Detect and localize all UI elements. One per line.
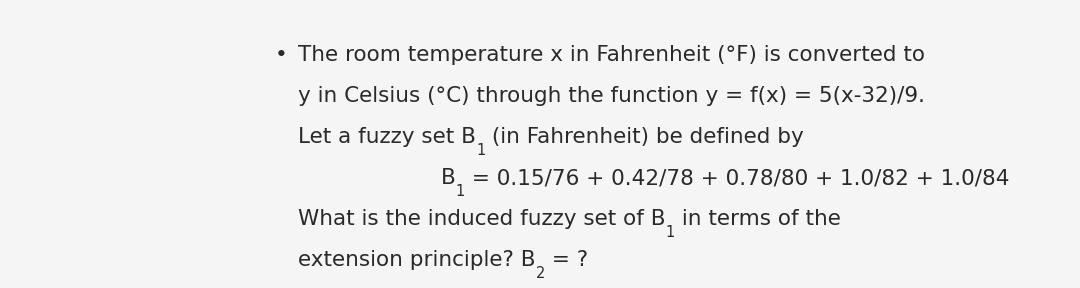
Text: (in Fahrenheit) be defined by: (in Fahrenheit) be defined by [485,127,805,147]
Text: = ?: = ? [545,250,589,270]
Text: The room temperature x in Fahrenheit (°F) is converted to: The room temperature x in Fahrenheit (°F… [298,45,926,65]
Text: in terms of the: in terms of the [675,209,841,229]
Text: Let a fuzzy set B: Let a fuzzy set B [298,127,476,147]
Text: B: B [441,168,456,188]
Text: What is the induced fuzzy set of B: What is the induced fuzzy set of B [298,209,665,229]
Text: 1: 1 [456,184,464,200]
Text: •: • [275,45,288,65]
Text: extension principle? B: extension principle? B [298,250,536,270]
Text: = 0.15/76 + 0.42/78 + 0.78/80 + 1.0/82 + 1.0/84: = 0.15/76 + 0.42/78 + 0.78/80 + 1.0/82 +… [464,168,1009,188]
Text: 1: 1 [665,226,675,240]
Text: 1: 1 [476,143,485,158]
Text: y in Celsius (°C) through the function y = f(x) = 5(x-32)/9.: y in Celsius (°C) through the function y… [298,86,926,106]
Text: 2: 2 [536,266,545,281]
